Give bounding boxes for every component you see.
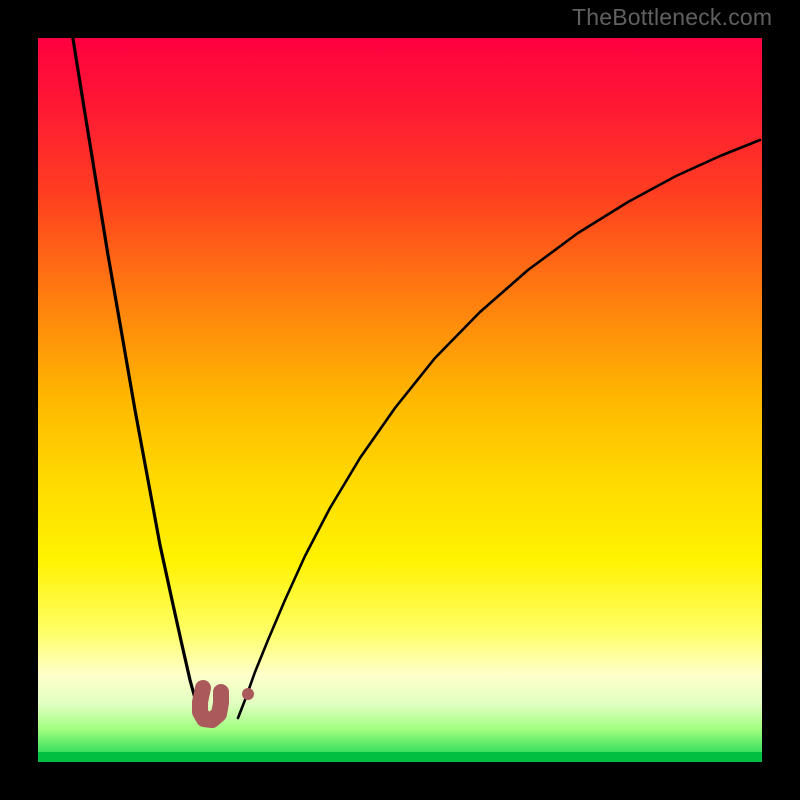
hook-marker xyxy=(200,688,221,720)
right-curve xyxy=(238,140,760,718)
left-curve xyxy=(60,0,200,714)
plot-area xyxy=(38,38,762,762)
watermark-text: TheBottleneck.com xyxy=(572,4,772,31)
ball-marker xyxy=(242,688,254,700)
curve-layer xyxy=(38,38,762,762)
